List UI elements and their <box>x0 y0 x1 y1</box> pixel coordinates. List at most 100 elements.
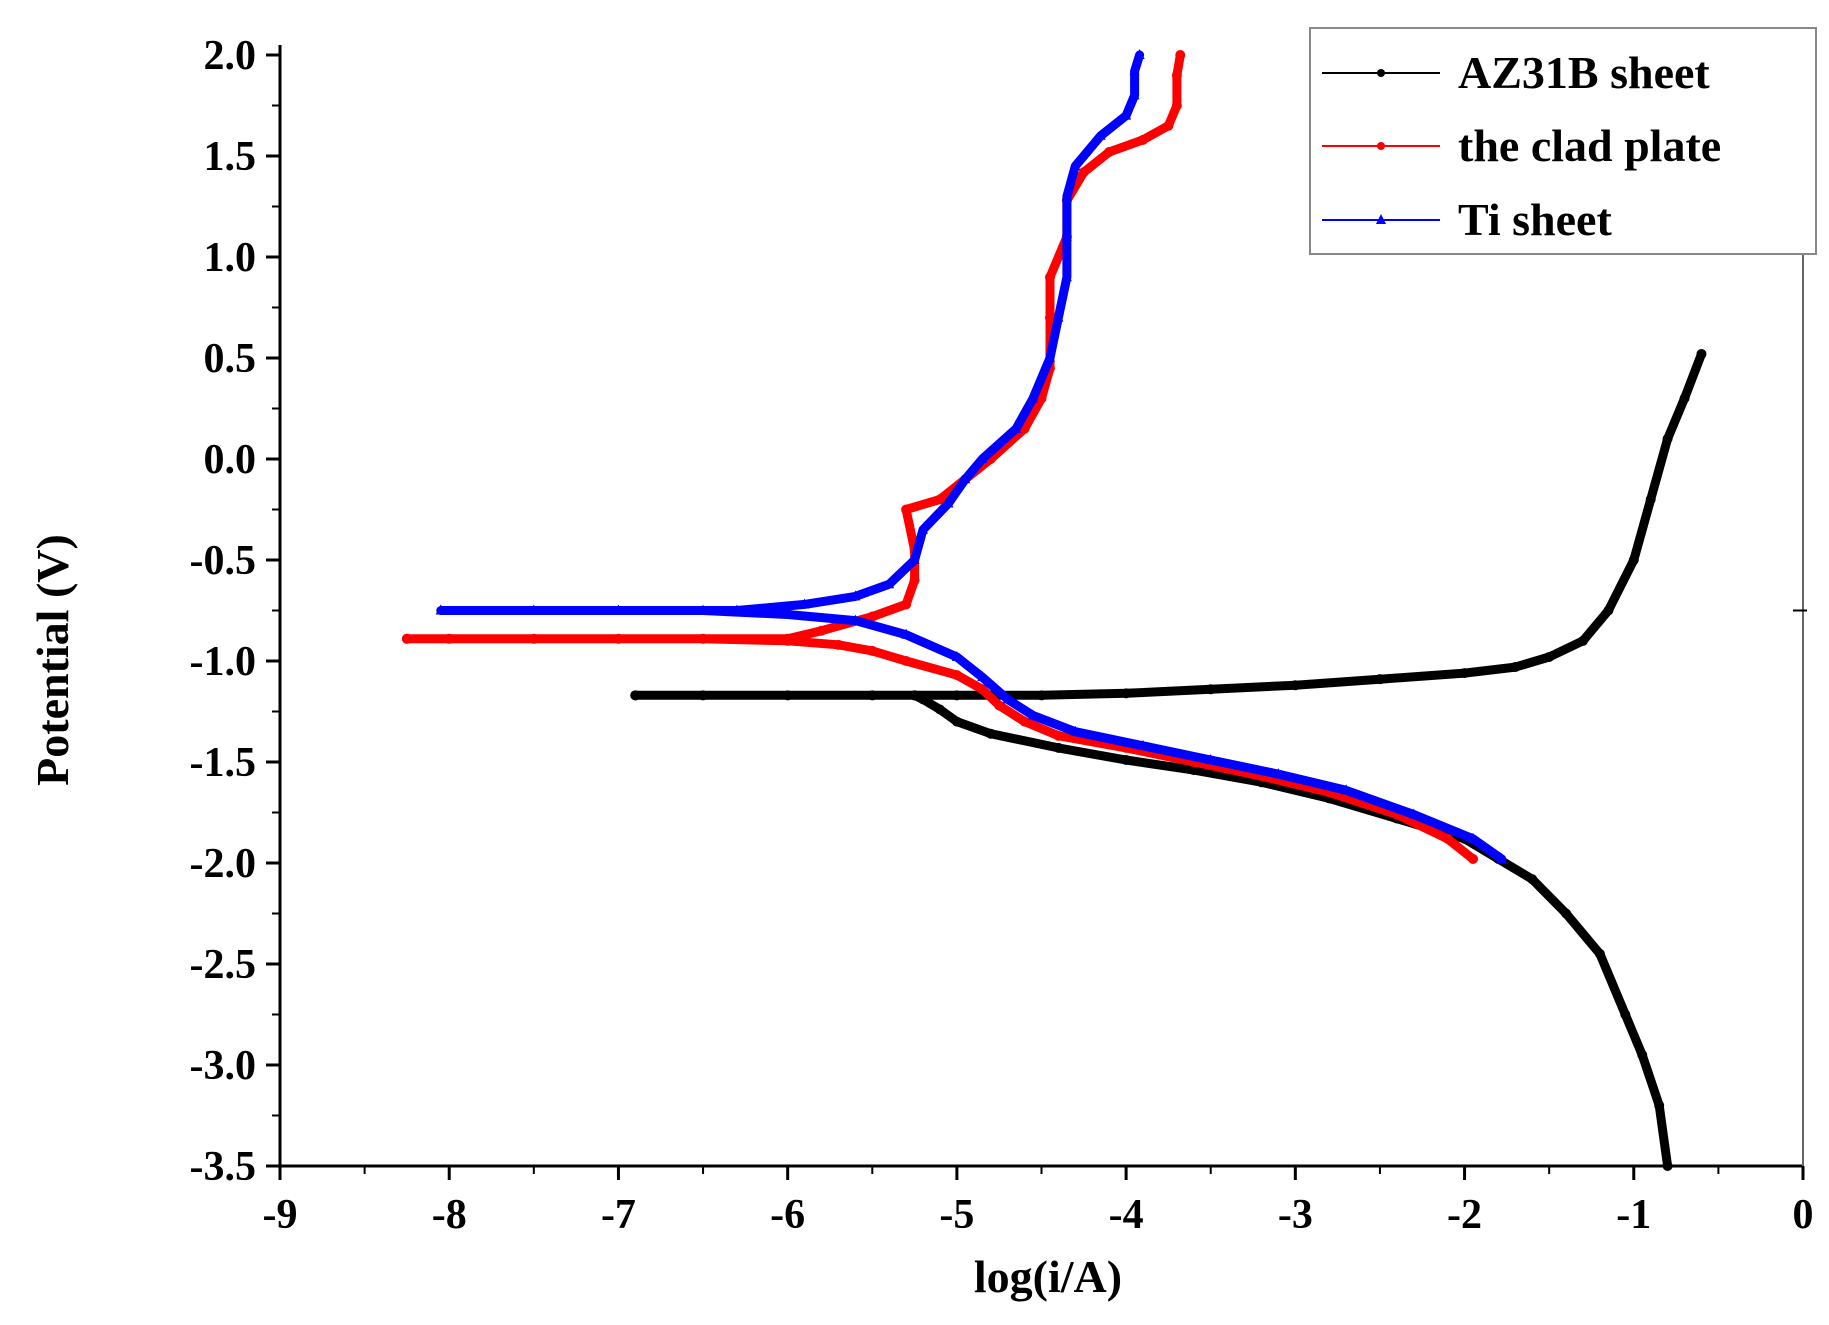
data-point <box>951 716 962 727</box>
y-tick-label: -1.5 <box>190 740 257 786</box>
series-group <box>401 49 1707 1171</box>
data-point <box>977 671 988 682</box>
legend-marker-az31b <box>1377 69 1385 77</box>
data-point <box>444 633 455 644</box>
data-point <box>1171 70 1182 81</box>
series-2 <box>435 49 1507 864</box>
x-tick-label: -1 <box>1616 1192 1651 1238</box>
data-point <box>1070 725 1081 736</box>
data-point <box>1459 668 1470 679</box>
x-tick-label: -6 <box>770 1192 805 1238</box>
data-point <box>1121 754 1132 765</box>
data-point <box>1205 684 1216 695</box>
data-point <box>816 625 827 636</box>
legend-marker-clad-plate <box>1377 142 1385 150</box>
data-point <box>1527 874 1538 885</box>
data-point <box>613 633 624 644</box>
data-point <box>1188 765 1199 776</box>
data-point <box>867 690 878 701</box>
data-point <box>918 523 929 534</box>
data-point <box>1645 494 1656 505</box>
data-point <box>1044 312 1055 323</box>
data-point <box>1594 948 1605 959</box>
y-tick-label: -0.5 <box>190 538 257 584</box>
data-point <box>1510 662 1521 673</box>
data-point <box>1628 555 1639 565</box>
data-point <box>1002 693 1013 704</box>
data-point <box>901 504 912 515</box>
data-point <box>951 690 962 701</box>
data-point <box>1121 688 1132 699</box>
data-point <box>1637 1049 1648 1060</box>
data-point <box>909 575 920 586</box>
data-point <box>1129 89 1140 100</box>
data-point <box>1662 1161 1673 1171</box>
data-point <box>867 611 878 622</box>
data-point <box>1205 753 1216 764</box>
data-point <box>1036 690 1047 701</box>
data-point <box>1070 160 1081 171</box>
data-point <box>782 690 793 701</box>
x-tick-label: -7 <box>601 1192 636 1238</box>
data-point <box>833 639 844 650</box>
data-point <box>1095 129 1106 140</box>
data-point <box>850 590 861 601</box>
data-point <box>1019 716 1030 727</box>
data-point <box>1374 674 1385 685</box>
legend-box <box>1309 27 1817 255</box>
x-tick-label: 0 <box>1793 1192 1814 1238</box>
x-tick-label: -2 <box>1447 1192 1482 1238</box>
data-point <box>850 614 861 625</box>
data-point <box>1028 392 1039 403</box>
data-point <box>943 497 954 508</box>
data-point <box>1662 433 1673 444</box>
data-point <box>909 690 920 701</box>
data-point <box>1061 271 1072 282</box>
y-tick-label: 1.5 <box>204 134 257 180</box>
data-point <box>1078 167 1089 178</box>
y-tick-label: -3.0 <box>190 1043 257 1089</box>
legend-label-clad-plate: the clad plate <box>1458 120 1721 171</box>
tick-labels: -9 -8 -7 -6 -5 -4 -3 -2 -1 0 2.0 1.5 1.0 0.5 0.0 -0.5 -1… <box>190 33 1814 1238</box>
data-point <box>401 633 412 644</box>
data-point <box>1104 146 1115 157</box>
y-tick-label: -2.0 <box>190 841 257 887</box>
y-tick-label: 0.5 <box>204 336 257 382</box>
data-point <box>698 690 709 701</box>
data-point <box>909 554 920 564</box>
x-tick-label: -3 <box>1278 1192 1313 1238</box>
data-point <box>698 633 709 644</box>
data-point <box>435 604 446 615</box>
data-point <box>901 599 912 610</box>
data-point <box>1620 1009 1631 1020</box>
legend-marker-ti-sheet <box>1376 214 1386 224</box>
data-point <box>867 645 878 656</box>
data-point <box>1544 651 1555 662</box>
y-tick-label: 0.0 <box>204 437 257 483</box>
legend: AZ31B sheet the clad plate Ti sheet <box>1309 27 1817 255</box>
x-tick-label: -4 <box>1109 1192 1144 1238</box>
data-point <box>1053 742 1064 753</box>
y-tick-label: -3.5 <box>190 1144 257 1190</box>
data-point <box>782 608 793 619</box>
data-point <box>1273 768 1284 779</box>
data-point <box>1121 109 1132 120</box>
data-point <box>901 656 912 666</box>
data-point <box>1061 190 1072 201</box>
data-point <box>951 670 962 681</box>
data-point <box>698 604 709 615</box>
legend-label-az31b: AZ31B sheet <box>1458 47 1710 98</box>
data-point <box>1578 635 1589 646</box>
x-tick-label: -5 <box>939 1192 974 1238</box>
data-point <box>977 684 988 695</box>
y-tick-label: -2.5 <box>190 942 257 988</box>
data-point <box>528 604 539 615</box>
data-point <box>799 598 810 609</box>
x-axis-title: log(i/A) <box>974 1251 1122 1302</box>
y-tick-label: 2.0 <box>204 33 257 79</box>
legend-entry-clad-plate: the clad plate <box>1322 120 1721 171</box>
data-point <box>782 633 793 644</box>
data-point <box>1171 100 1182 111</box>
data-point <box>1138 739 1149 750</box>
